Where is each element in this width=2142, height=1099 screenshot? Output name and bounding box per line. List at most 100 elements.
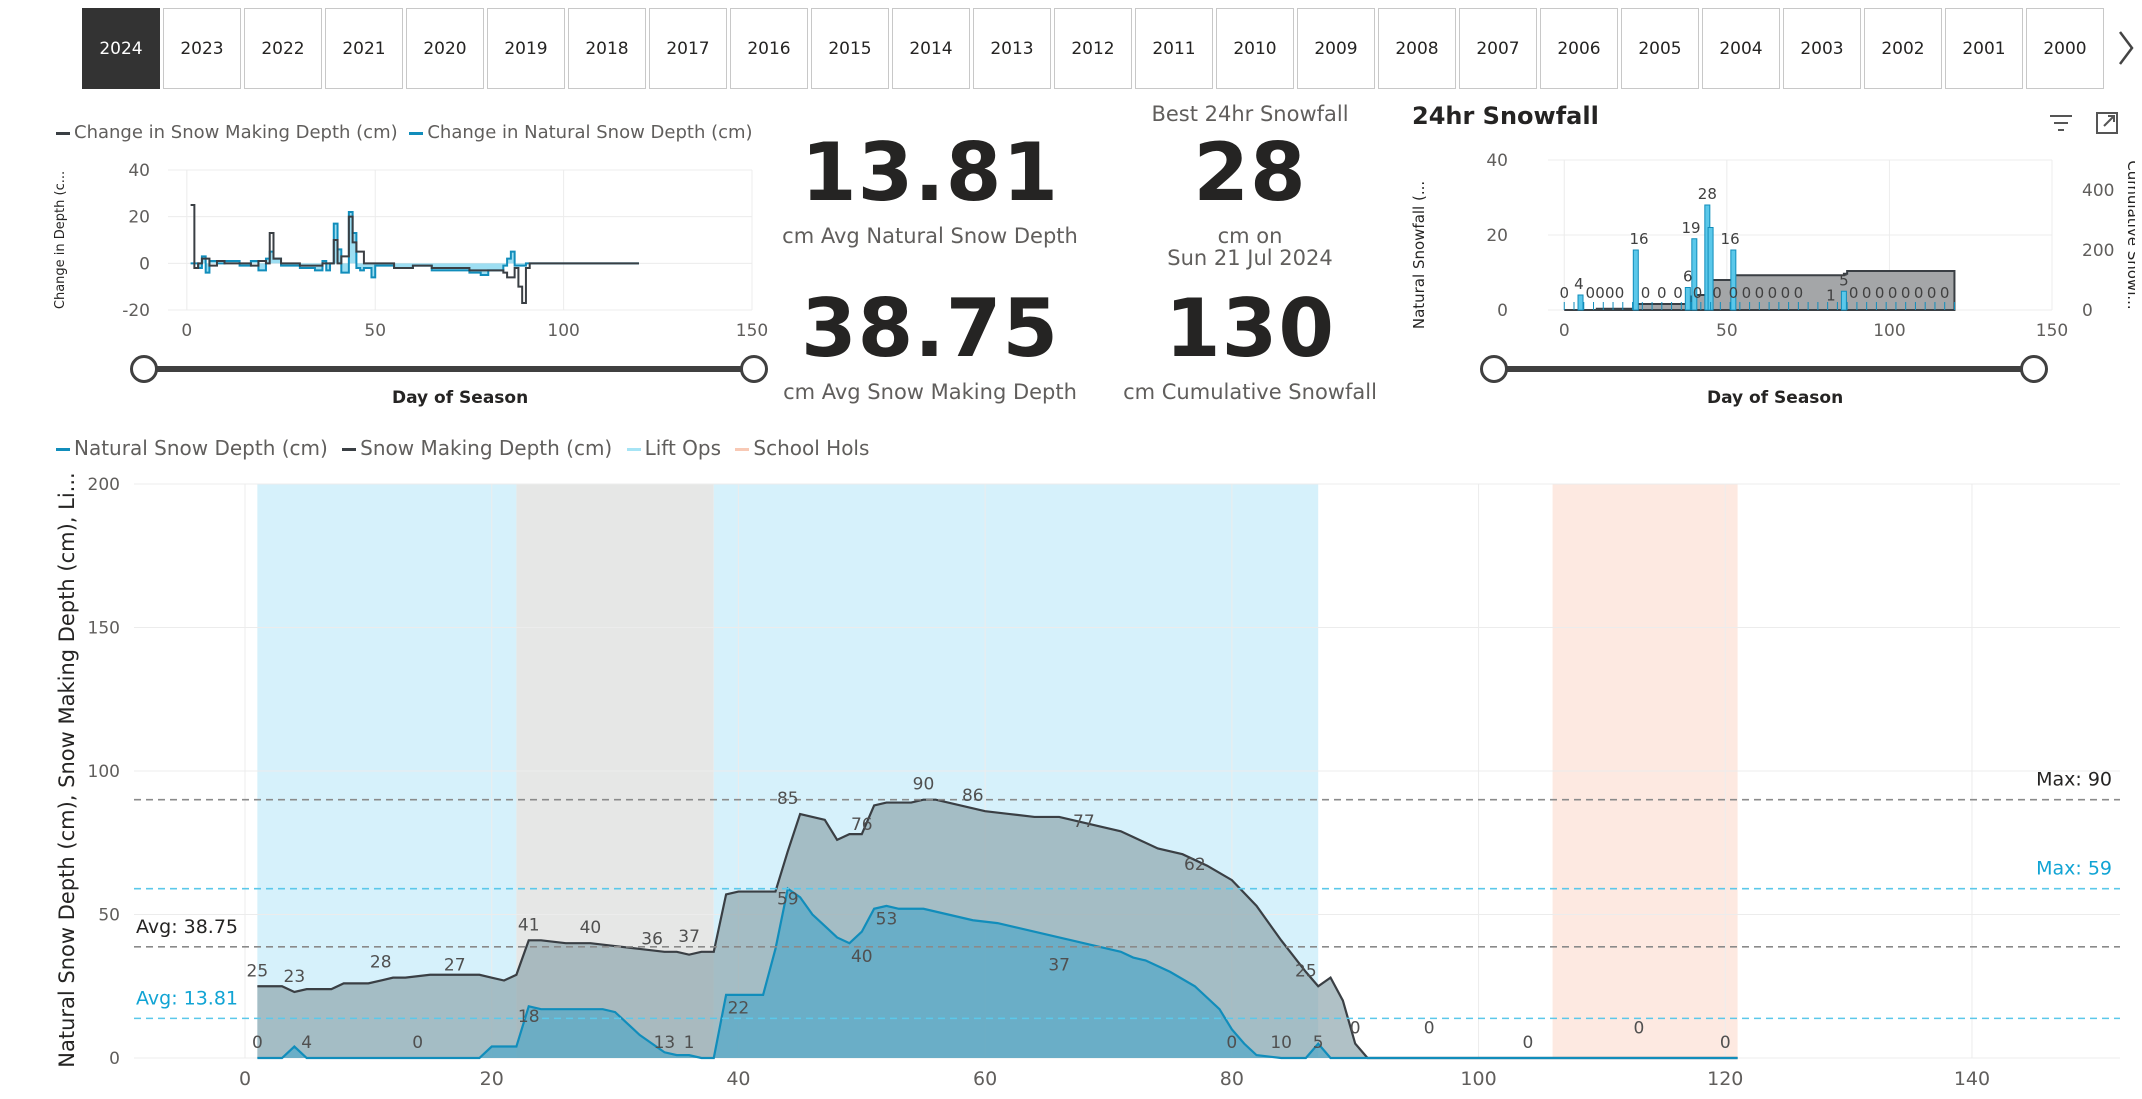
snowfall-bar xyxy=(1840,290,1847,311)
year-tab-2016[interactable]: 2016 xyxy=(730,8,808,89)
year-tab-2005[interactable]: 2005 xyxy=(1621,8,1699,89)
avg-making-label: cm Avg Snow Making Depth xyxy=(783,380,1077,404)
x-tick-label: 0 xyxy=(181,321,192,340)
data-label: 23 xyxy=(284,967,306,987)
data-label: 0 xyxy=(1605,284,1615,302)
y-right-tick-label: 200 xyxy=(2082,241,2114,261)
y-tick-label: 20 xyxy=(1486,226,1508,246)
year-tab-2000[interactable]: 2000 xyxy=(2026,8,2104,89)
x-tick-label: 150 xyxy=(736,321,768,340)
data-label: 36 xyxy=(641,930,663,950)
chevron-right-icon[interactable] xyxy=(2114,26,2138,70)
legend-item-lift-ops[interactable]: Lift Ops xyxy=(626,436,721,460)
cumulative-value: 130 xyxy=(1165,282,1335,375)
year-tab-2018[interactable]: 2018 xyxy=(568,8,646,89)
snowfall-bar xyxy=(1730,249,1737,311)
data-label: 77 xyxy=(1073,812,1095,832)
data-label: 0 xyxy=(1585,284,1595,302)
slider-start-handle-1[interactable] xyxy=(130,355,158,383)
year-tab-2015[interactable]: 2015 xyxy=(811,8,889,89)
data-label: 41 xyxy=(518,915,540,935)
data-label: 0 xyxy=(1901,284,1911,302)
data-label: 37 xyxy=(678,927,700,947)
year-tab-2020[interactable]: 2020 xyxy=(406,8,484,89)
legend-item-making-change[interactable]: Change in Snow Making Depth (cm) xyxy=(56,122,398,143)
data-label: 25 xyxy=(1295,961,1317,981)
year-tab-2003[interactable]: 2003 xyxy=(1783,8,1861,89)
y-right-tick-label: 0 xyxy=(2082,301,2093,321)
data-label: 16 xyxy=(1721,230,1740,248)
data-label: 0 xyxy=(1768,284,1778,302)
x-tick-label: 0 xyxy=(1559,321,1570,341)
best-snowfall-date: Sun 21 Jul 2024 xyxy=(1167,246,1333,270)
snowfall-bar xyxy=(1632,249,1639,311)
legend-item-natural[interactable]: Natural Snow Depth (cm) xyxy=(56,436,328,460)
legend-item-natural-change[interactable]: Change in Natural Snow Depth (cm) xyxy=(409,122,753,143)
year-tab-2009[interactable]: 2009 xyxy=(1297,8,1375,89)
data-label: 0 xyxy=(1641,284,1651,302)
x-tick-label: 120 xyxy=(1707,1068,1743,1090)
data-label: 0 xyxy=(1781,284,1791,302)
year-tab-2021[interactable]: 2021 xyxy=(325,8,403,89)
year-tab-2017[interactable]: 2017 xyxy=(649,8,727,89)
data-label: 0 xyxy=(1849,284,1859,302)
reference-label: Avg: 38.75 xyxy=(136,916,238,938)
data-label: 27 xyxy=(444,956,466,976)
legend-item-making[interactable]: Snow Making Depth (cm) xyxy=(342,436,612,460)
data-label: 0 xyxy=(1862,284,1872,302)
data-label: 0 xyxy=(1720,1033,1731,1053)
avg-making-value: 38.75 xyxy=(800,282,1060,375)
y-tick-label: 20 xyxy=(128,208,150,228)
slider-label-1: Day of Season xyxy=(392,388,529,408)
year-tab-2013[interactable]: 2013 xyxy=(973,8,1051,89)
year-tab-2012[interactable]: 2012 xyxy=(1054,8,1132,89)
data-label: 85 xyxy=(777,789,799,809)
data-label: 25 xyxy=(247,961,269,981)
year-tab-2022[interactable]: 2022 xyxy=(244,8,322,89)
day-range-slider-2[interactable] xyxy=(1492,366,2032,372)
x-tick-label: 100 xyxy=(547,321,579,340)
y-tick-label: 200 xyxy=(88,475,120,495)
slider-end-handle-2[interactable] xyxy=(2020,355,2048,383)
change-in-depth-chart: 40 20 0 -20 0 50 100 150 Change in Depth (c... xyxy=(53,161,768,340)
slider-end-handle-1[interactable] xyxy=(740,355,768,383)
data-label: 37 xyxy=(1048,956,1070,976)
best-snowfall-unit: cm on xyxy=(1217,224,1283,248)
year-tab-2023[interactable]: 2023 xyxy=(163,8,241,89)
year-tab-2008[interactable]: 2008 xyxy=(1378,8,1456,89)
year-tab-2007[interactable]: 2007 xyxy=(1459,8,1537,89)
filter-icon[interactable] xyxy=(2048,112,2074,134)
data-label: 0 xyxy=(1350,1019,1361,1039)
y-right-axis-label: Cumulative Snowf... xyxy=(2124,160,2135,309)
data-label: 0 xyxy=(1927,284,1937,302)
data-label: 1 xyxy=(1826,286,1836,304)
data-label: 53 xyxy=(876,910,898,930)
data-label: 4 xyxy=(301,1033,312,1053)
year-tab-2019[interactable]: 2019 xyxy=(487,8,565,89)
day-range-slider-1[interactable] xyxy=(142,366,752,372)
year-tab-2011[interactable]: 2011 xyxy=(1135,8,1213,89)
data-label: 40 xyxy=(851,947,873,967)
focus-mode-icon[interactable] xyxy=(2094,110,2120,136)
year-tab-2014[interactable]: 2014 xyxy=(892,8,970,89)
year-tab-2024[interactable]: 2024 xyxy=(82,8,160,89)
data-label: 0 xyxy=(1729,284,1739,302)
year-tab-2010[interactable]: 2010 xyxy=(1216,8,1294,89)
data-label: 0 xyxy=(252,1033,263,1053)
legend-item-school-hols[interactable]: School Hols xyxy=(735,436,869,460)
data-label: 0 xyxy=(1794,284,1804,302)
data-label: 0 xyxy=(1712,284,1722,302)
data-label: 0 xyxy=(1755,284,1765,302)
year-tab-2002[interactable]: 2002 xyxy=(1864,8,1942,89)
y-axis-label: Natural Snowfall (... xyxy=(1410,181,1428,329)
series-snow-making-depth xyxy=(257,798,1738,1060)
year-tab-2001[interactable]: 2001 xyxy=(1945,8,2023,89)
y-axis-label: Change in Depth (c... xyxy=(53,171,68,309)
data-label: 28 xyxy=(370,953,392,973)
y-axis-label: Natural Snow Depth (cm), Snow Making Dep… xyxy=(55,472,79,1067)
year-tab-2006[interactable]: 2006 xyxy=(1540,8,1618,89)
year-tab-2004[interactable]: 2004 xyxy=(1702,8,1780,89)
snowfall-bar xyxy=(1577,294,1584,311)
slider-start-handle-2[interactable] xyxy=(1480,355,1508,383)
data-label: 76 xyxy=(851,815,873,835)
